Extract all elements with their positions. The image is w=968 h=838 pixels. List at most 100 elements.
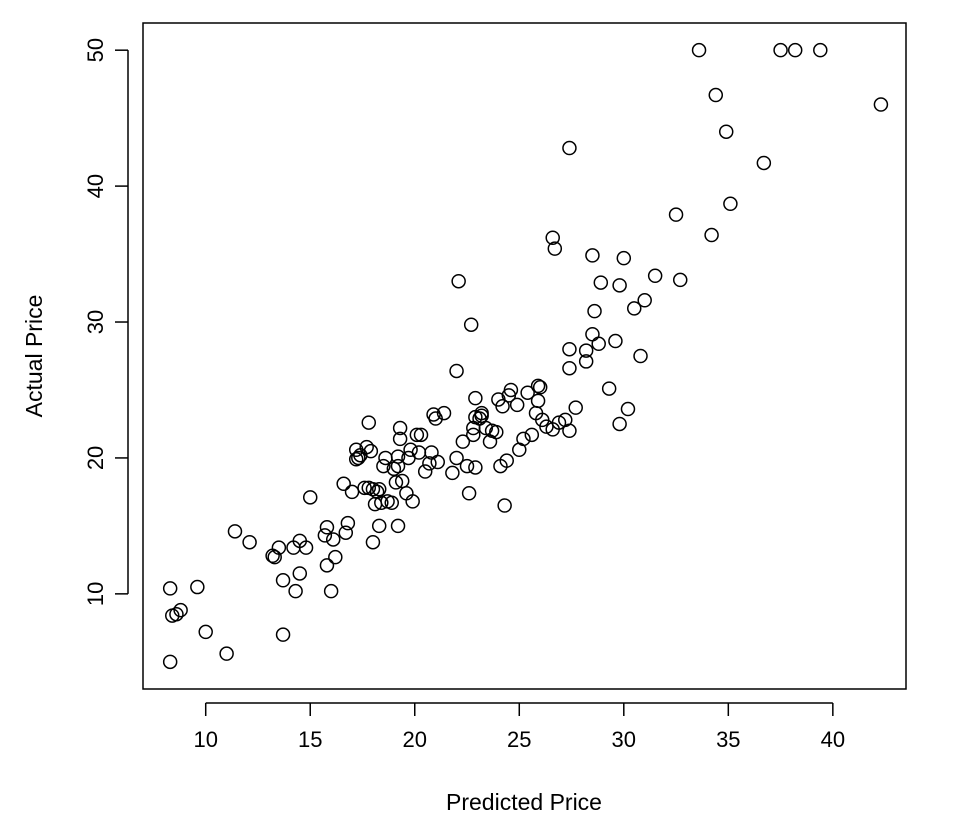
data-point [388, 475, 404, 490]
data-point [524, 427, 540, 443]
data-point [601, 381, 617, 396]
x-tick-label: 25 [507, 727, 531, 752]
data-point [466, 427, 481, 443]
data-point [162, 654, 178, 670]
data-point [547, 241, 563, 256]
data-point [449, 363, 464, 379]
data-point [459, 458, 475, 474]
data-point [328, 549, 343, 565]
data-point [461, 486, 477, 501]
data-point [520, 385, 535, 400]
data-point [405, 494, 420, 509]
data-point [723, 196, 738, 212]
data-point [403, 442, 418, 458]
x-axis: 10 15 20 25 30 35 40 [193, 702, 845, 752]
data-point [390, 449, 406, 464]
data-point [551, 415, 567, 430]
data-point [302, 490, 318, 505]
y-tick-label: 30 [83, 310, 108, 334]
data-point [539, 419, 554, 434]
data-point [468, 460, 483, 475]
data-point [275, 627, 291, 642]
x-tick-label: 30 [612, 727, 636, 752]
data-point [365, 534, 381, 550]
data-point [344, 484, 360, 500]
data-point [376, 458, 391, 474]
data-point [357, 480, 372, 496]
data-point [436, 405, 452, 421]
data-point [292, 566, 308, 581]
data-point [348, 452, 364, 467]
y-axis: 10 20 30 40 50 [83, 38, 129, 606]
data-point [227, 524, 243, 539]
data-point [708, 87, 724, 103]
data-point [325, 532, 341, 547]
data-point [545, 230, 560, 246]
data-point [756, 155, 772, 171]
data-point [449, 450, 464, 466]
data-point [340, 515, 356, 531]
data-point [562, 140, 577, 156]
data-point [275, 573, 291, 588]
data-point [568, 400, 583, 415]
data-point [173, 602, 188, 618]
y-tick-label: 50 [83, 38, 108, 62]
data-point [463, 317, 479, 332]
data-point [198, 624, 213, 640]
data-point [336, 476, 351, 492]
data-point [409, 427, 425, 443]
data-point [411, 445, 427, 460]
data-point [813, 42, 828, 58]
data-point [288, 583, 303, 599]
data-point [637, 293, 652, 308]
data-point [718, 124, 734, 139]
data-point [413, 427, 429, 443]
data-point [626, 301, 642, 316]
data-point [591, 336, 606, 352]
x-axis-title: Predicted Price [446, 789, 602, 815]
data-point [587, 303, 602, 319]
data-point [384, 495, 400, 511]
data-point [704, 227, 719, 243]
data-point [378, 450, 393, 466]
data-point [787, 42, 803, 58]
data-point [392, 420, 408, 436]
data-point [371, 518, 387, 534]
data-point [392, 431, 408, 447]
data-point [169, 606, 184, 622]
data-point [516, 431, 531, 447]
data-point [691, 42, 707, 58]
plot-frame [142, 22, 907, 690]
data-point [271, 540, 287, 555]
data-point [267, 549, 282, 565]
data-point [162, 581, 178, 596]
data-point [499, 453, 514, 468]
x-tick-label: 15 [298, 727, 322, 752]
data-point [530, 393, 546, 409]
data-point [190, 579, 205, 595]
data-point [773, 42, 788, 58]
data-point [530, 378, 546, 394]
x-tick-label: 35 [716, 727, 740, 752]
data-point [351, 450, 366, 466]
data-point [562, 341, 577, 357]
data-point [620, 401, 636, 417]
data-point [317, 528, 333, 543]
data-point [668, 207, 684, 222]
data-point [497, 498, 512, 513]
y-tick-label: 10 [83, 582, 108, 606]
data-point [873, 97, 889, 112]
data-point [612, 416, 627, 432]
data-point [503, 382, 519, 398]
data-point [365, 481, 381, 497]
data-point [374, 495, 389, 511]
data-point [319, 558, 335, 573]
data-point [219, 646, 234, 661]
data-point [390, 518, 406, 534]
data-point [585, 327, 600, 342]
data-point [455, 434, 471, 449]
y-tick-label: 20 [83, 446, 108, 470]
data-point [578, 343, 594, 358]
data-point [363, 443, 379, 459]
